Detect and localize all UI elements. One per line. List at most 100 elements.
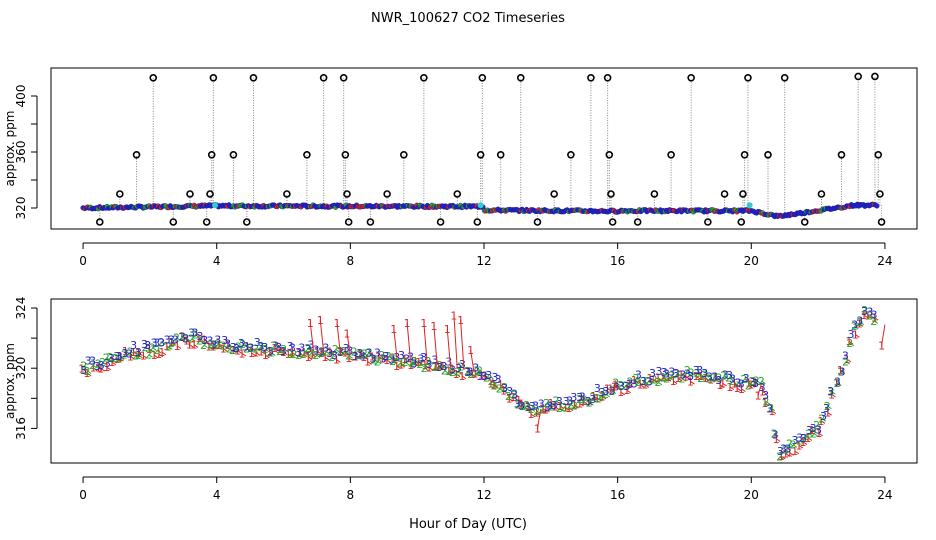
raw-point [206,190,214,198]
raw-point [383,190,391,198]
marker-1: 1 [183,334,190,347]
marker-3: 3 [472,362,479,375]
marker-1: 1 [659,372,666,385]
marker-3: 3 [800,432,807,445]
trend-segment [657,381,663,386]
marker-3: 3 [834,376,841,389]
marker-1: 1 [565,402,572,415]
trend-segment [176,337,181,341]
marker-1: 1 [856,318,863,331]
trend-segment [428,367,434,371]
marker-3: 3 [267,345,274,358]
marker-3: 3 [289,342,296,355]
trend-segment [620,384,626,389]
marker-1: 1 [459,370,466,383]
marker-1: 1 [275,343,282,356]
marker-3: 3 [192,327,199,340]
trend-segment [830,391,836,395]
marker-2: 2 [635,376,642,389]
spike-segment [614,385,618,388]
raw-point [871,72,879,81]
trend-segment [359,353,365,358]
trend-segment [719,384,725,388]
trend-segment [554,406,559,410]
spike-marker-1: 1 [878,340,885,353]
x-tick-label: 24 [877,488,892,502]
trend-segment [493,385,499,389]
marker-2: 2 [589,391,596,404]
marker-3: 3 [89,354,96,367]
trend-segment [821,418,827,422]
trend-segment [570,403,575,408]
trend-segment [802,441,808,445]
marker-1: 1 [453,368,460,381]
marker-2: 2 [782,444,789,457]
trend-segment [181,335,187,340]
marker-1: 1 [168,336,175,349]
trend-segment [144,346,150,350]
marker-1: 1 [707,373,714,386]
marker-3: 3 [518,399,525,412]
marker-1: 1 [469,368,476,381]
trend-segment [820,420,826,424]
trend-segment [647,380,653,385]
trend-segment [493,384,499,388]
trend-segment [86,372,92,377]
marker-1: 1 [604,382,611,395]
marker-2: 2 [790,439,797,452]
trend-segment [652,379,658,383]
plot-frame [50,67,918,230]
marker-1: 1 [412,355,419,368]
marker-3: 3 [646,375,653,388]
trend-segment [371,356,377,360]
trend-segment [751,380,757,384]
trend-segment [668,376,673,380]
marker-3: 3 [655,365,662,378]
marker-2: 2 [679,373,686,386]
trend-segment [681,378,687,382]
marker-1: 1 [146,343,153,356]
marker-3: 3 [585,395,592,408]
raw-point [344,218,353,226]
top-panel: 0 4 8 12 16 20 24 320 360 400 approx. ppm [3,67,918,268]
trend-segment [808,432,814,437]
marker-3: 3 [815,423,822,436]
raw-point [209,74,218,82]
trend-segment [250,347,255,352]
trend-segment [677,377,683,382]
trend-segment [86,370,92,374]
y-tick-label: 360 [14,141,28,164]
marker-3: 3 [331,349,338,362]
spike-marker-1: 1 [390,323,397,336]
marker-2: 2 [813,419,820,432]
trend-segment [526,404,532,409]
trend-segment [653,379,659,383]
marker-1: 1 [551,401,558,414]
trend-segment [331,356,336,361]
spike-marker-1: 1 [333,317,340,330]
trend-segment [687,369,692,374]
raw-point [720,190,729,198]
trend-segment [148,354,153,358]
marker-1: 1 [860,309,867,322]
marker-2: 2 [154,344,161,357]
marker-1: 1 [205,341,212,354]
marker-1: 1 [687,375,694,388]
trend-segment [451,367,457,372]
marker-2: 2 [378,349,385,362]
marker-1: 1 [432,360,439,373]
trend-segment [298,354,304,358]
marker-2: 2 [345,349,352,362]
marker-2: 2 [235,340,242,353]
marker-3: 3 [104,357,111,370]
marker-2: 2 [127,345,134,358]
trend-segment [508,395,513,399]
x-tick-label: 16 [610,488,625,502]
marker-2: 2 [866,309,873,322]
marker-1: 1 [716,379,723,392]
raw-point [607,190,615,198]
marker-1: 1 [654,372,661,385]
trend-segment [598,398,603,402]
raw-point [817,190,826,198]
